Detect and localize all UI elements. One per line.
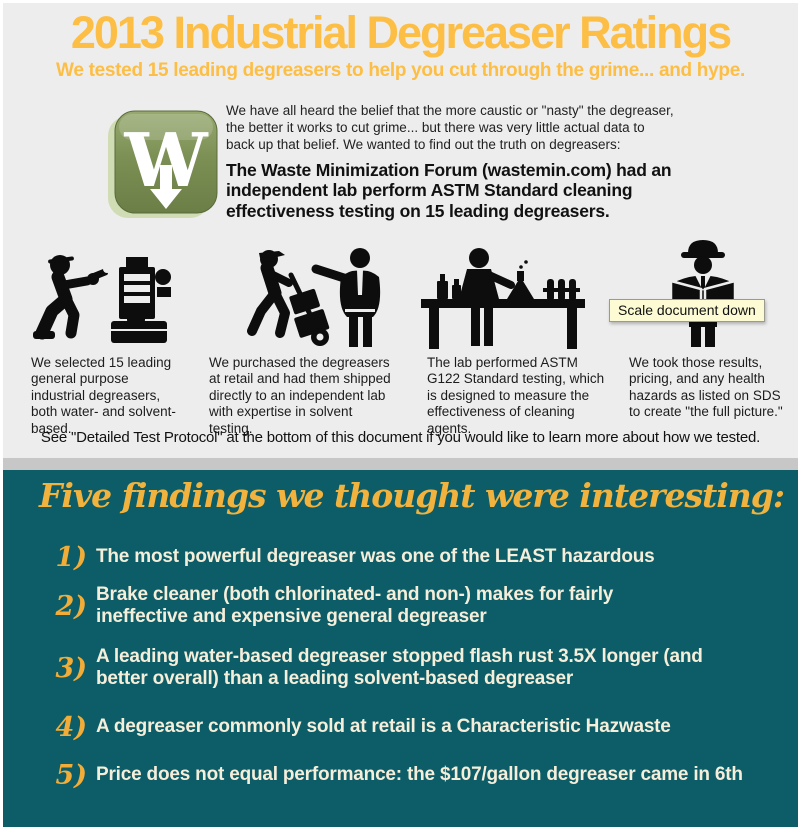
step-text: We purchased the degreasers at retail an… xyxy=(209,355,391,436)
waste-minimization-forum-logo-icon: W xyxy=(108,110,218,218)
finding-number: 3) xyxy=(55,652,87,684)
findings-section: Five findings we thought were interestin… xyxy=(3,470,798,827)
scale-document-tooltip: Scale document down xyxy=(609,299,765,322)
worker-reading-icon xyxy=(669,240,737,347)
finding-text: Brake cleaner (both chlorinated- and non… xyxy=(96,584,614,628)
page-title: 2013 Industrial Degreaser Ratings xyxy=(70,7,732,58)
lab-testing-icon xyxy=(421,248,585,349)
delivery-icon xyxy=(247,248,381,347)
page-subtitle: We tested 15 leading degreasers to help … xyxy=(56,60,745,81)
finding-item-1: 1) The most powerful degreaser was one o… xyxy=(49,542,655,573)
finding-text: A leading water-based degreaser stopped … xyxy=(96,646,703,690)
step-text: We took those results, pricing, and any … xyxy=(629,355,783,420)
step-lab-testing: The lab performed ASTM G122 Standard tes… xyxy=(403,233,604,437)
finding-number: 5) xyxy=(55,760,87,791)
step-text: The lab performed ASTM G122 Standard tes… xyxy=(427,355,605,436)
findings-heading: Five findings we thought were interestin… xyxy=(39,476,785,515)
step-full-picture: We took those results, pricing, and any … xyxy=(603,233,798,421)
finding-item-3: 3) A leading water-based degreaser stopp… xyxy=(49,646,728,690)
footer-note: See "Detailed Test Protocol" at the bott… xyxy=(40,429,761,446)
finding-text: The most powerful degreaser was one of t… xyxy=(96,546,655,568)
process-steps-row: We selected 15 leading general purpose i… xyxy=(3,233,798,436)
section-divider xyxy=(3,458,798,470)
finding-item-5: 5) Price does not equal performance: the… xyxy=(49,760,743,791)
finding-number: 4) xyxy=(55,712,87,743)
finding-number: 2) xyxy=(55,590,87,622)
step-text: We selected 15 leading general purpose i… xyxy=(31,355,176,436)
intro-bold-statement: The Waste Minimization Forum (wastemin.c… xyxy=(226,160,672,221)
step-select-degreasers: We selected 15 leading general purpose i… xyxy=(3,233,203,437)
finding-number: 1) xyxy=(55,542,87,573)
step-purchase-ship: We purchased the degreasers at retail an… xyxy=(203,233,403,437)
finding-item-2: 2) Brake cleaner (both chlorinated- and … xyxy=(49,584,616,628)
finding-item-4: 4) A degreaser commonly sold at retail i… xyxy=(49,712,671,743)
mechanic-icon xyxy=(33,255,171,343)
intro-text-block: We have all heard the belief that the mo… xyxy=(226,102,674,221)
intro-paragraph: We have all heard the belief that the mo… xyxy=(226,103,674,152)
finding-text: A degreaser commonly sold at retail is a… xyxy=(96,716,671,738)
finding-text: Price does not equal performance: the $1… xyxy=(96,764,743,786)
